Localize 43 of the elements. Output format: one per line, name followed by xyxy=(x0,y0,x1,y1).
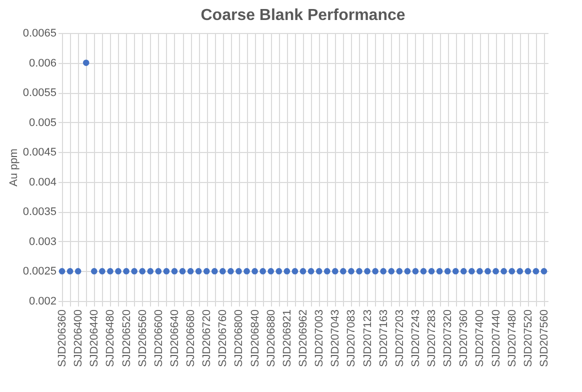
y-tick-label: 0.0025 xyxy=(22,266,56,278)
x-tick-label: SJD206520 xyxy=(120,310,133,367)
x-tick-label: SJD206760 xyxy=(217,310,230,367)
x-tick-label: SJD207480 xyxy=(506,310,518,367)
x-tick-label: SJD207283 xyxy=(426,310,438,367)
x-tick-label: SJD207123 xyxy=(362,310,374,367)
x-tick-label: SJD206680 xyxy=(185,310,198,367)
x-tick-label: SJD207400 xyxy=(474,310,486,367)
x-tick-label: SJD206480 xyxy=(104,310,117,367)
x-tick-label: SJD207320 xyxy=(442,310,454,367)
x-tick-label: SJD206962 xyxy=(298,310,310,367)
x-tick-label: SJD206640 xyxy=(168,310,181,367)
y-tick-label: 0.0045 xyxy=(22,146,56,159)
y-tick-label: 0.0035 xyxy=(22,206,56,218)
y-tick-label: 0.006 xyxy=(28,57,56,70)
x-tick-label: SJD207560 xyxy=(538,310,550,367)
y-tick-label: 0.004 xyxy=(28,176,56,188)
y-axis-title: Au ppm xyxy=(8,148,20,186)
y-tick-label: 0.003 xyxy=(28,236,56,248)
y-tick-label: 0.0055 xyxy=(22,87,56,100)
x-tick-label: SJD206400 xyxy=(72,310,85,367)
x-tick-label: SJD206360 xyxy=(56,310,69,367)
x-tick-label: SJD206440 xyxy=(88,310,101,367)
x-tick-label: SJD207440 xyxy=(490,310,502,367)
x-tick-label: SJD206600 xyxy=(152,310,165,367)
x-tick-label: SJD207083 xyxy=(346,310,358,367)
y-tick-label: 0.002 xyxy=(28,296,56,308)
x-tick-label: SJD207003 xyxy=(314,310,326,367)
chart-title: Coarse Blank Performance xyxy=(200,7,406,24)
x-tick-label: SJD207243 xyxy=(410,310,422,367)
x-tick-label: SJD206800 xyxy=(233,310,246,367)
x-tick-label: SJD206720 xyxy=(201,310,214,367)
x-tick-label: SJD207360 xyxy=(458,310,470,367)
x-tick-label: SJD207520 xyxy=(522,310,534,367)
x-tick-label: SJD206560 xyxy=(136,310,149,367)
x-tick-label: SJD206880 xyxy=(265,310,278,367)
x-tick-label: SJD207203 xyxy=(394,310,406,367)
x-tick-label: SJD206921 xyxy=(281,310,294,367)
y-tick-label: 0.005 xyxy=(28,116,56,129)
x-tick-label: SJD206840 xyxy=(249,310,262,367)
x-tick-label: SJD207163 xyxy=(378,310,390,367)
y-tick-label: 0.0065 xyxy=(22,28,56,40)
x-tick-label: SJD207043 xyxy=(330,310,342,367)
